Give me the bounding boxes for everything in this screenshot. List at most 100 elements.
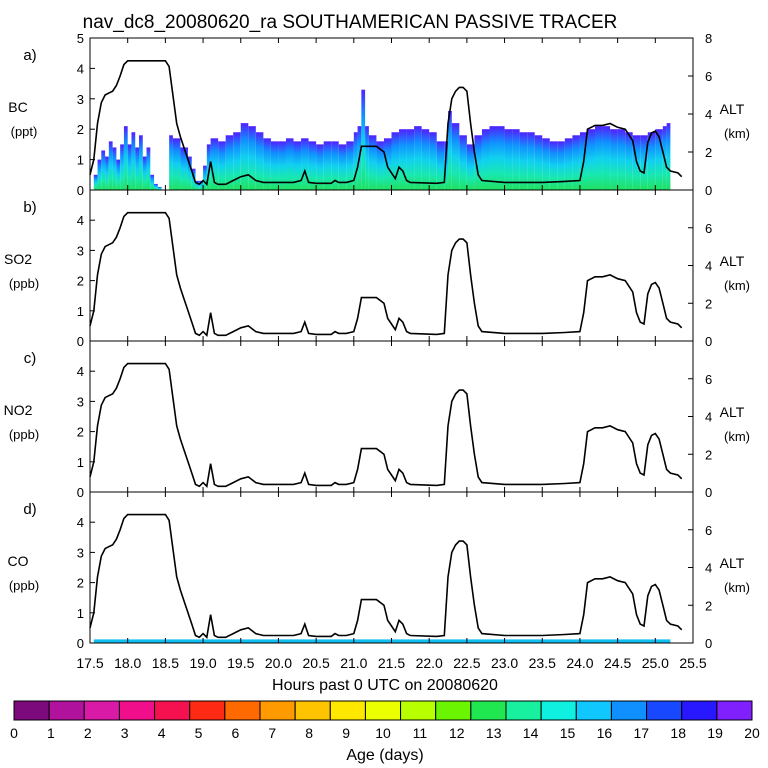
colorbar-swatch xyxy=(681,700,718,721)
tracer-bar xyxy=(308,141,317,190)
tracer-bar xyxy=(346,141,354,190)
y-tick-label: 2 xyxy=(77,425,84,440)
tracer-bar xyxy=(150,174,155,190)
colorbar-label: Age (days) xyxy=(346,747,423,764)
colorbar-tick-label: 6 xyxy=(232,725,240,741)
y-tick-label: 2 xyxy=(77,274,84,289)
colorbar-tick-label: 12 xyxy=(449,725,465,741)
tracer-bar xyxy=(146,147,151,190)
panel-label: b) xyxy=(23,199,36,216)
x-tick-label: 17.5 xyxy=(76,655,103,671)
tracer-bar xyxy=(666,123,671,190)
colorbar-swatch xyxy=(294,700,331,721)
colorbar: 0 1 2 3 4 5 6 7 8 9 10 11 12 13 14 15 16 17 18 19 20 xyxy=(10,700,760,741)
colorbar-tick-label: 2 xyxy=(84,725,92,741)
tracer-bar xyxy=(406,129,415,190)
tracer-bar xyxy=(195,180,200,190)
colorbar-swatch xyxy=(259,700,296,721)
tracer-bar xyxy=(293,141,302,190)
tracer-bar xyxy=(301,138,309,190)
tracer-bar xyxy=(270,141,279,190)
tracer-bar xyxy=(527,132,535,190)
tracer-bar xyxy=(191,168,196,190)
x-tick-label: 18.0 xyxy=(114,655,141,671)
x-axis-label: Hours past 0 UTC on 20080620 xyxy=(272,677,498,694)
altitude-line xyxy=(89,211,683,337)
tracer-bar xyxy=(542,138,550,190)
colorbar-tick-label: 16 xyxy=(597,725,613,741)
y-tick-label: 4 xyxy=(77,213,84,228)
y-tick-label: 3 xyxy=(77,394,84,409)
altitude-line xyxy=(89,60,683,186)
tracer-bar xyxy=(172,138,181,190)
colorbar-tick-label: 1 xyxy=(47,725,55,741)
tracer-bar xyxy=(116,159,121,190)
tracer-bar xyxy=(512,129,520,190)
y-tick-label: 1 xyxy=(77,304,84,319)
tracer-bar xyxy=(474,135,482,190)
y2-tick-label: 4 xyxy=(705,410,712,425)
y2-axis-unit: (km) xyxy=(724,126,750,141)
tracer-bar xyxy=(429,132,437,190)
colorbar-swatch xyxy=(646,700,683,721)
colorbar-tick-label: 9 xyxy=(342,725,350,741)
tracer-bar xyxy=(316,144,324,190)
tracer-bar xyxy=(391,132,400,190)
tracer-bar xyxy=(240,123,249,190)
tracer-bar xyxy=(481,129,490,190)
tracer-bar xyxy=(353,132,358,190)
x-tick-labels: 17.5 18.0 18.5 19.0 19.5 20.0 20.5 21.0 21.5 22.0… xyxy=(76,655,706,671)
tracer-bar xyxy=(361,89,366,190)
tracer-bar xyxy=(436,141,445,190)
colorbar-swatch xyxy=(610,700,648,721)
tracer-bar xyxy=(655,129,663,190)
tracer-bar xyxy=(101,150,106,190)
y-axis-unit: (ppb) xyxy=(9,276,39,291)
panels: 0 1 2 3 4 5 0 2 4 6 8 a) BC (ppt) ALT (km) 0 1 2 3 4 0 2 4 6 b) SO… xyxy=(4,31,750,651)
y-axis-label: BC xyxy=(8,99,27,115)
tracer-bar xyxy=(210,138,219,190)
x-tick-label: 19.5 xyxy=(227,655,254,671)
y2-tick-label: 0 xyxy=(705,183,712,198)
panel-label: c) xyxy=(24,350,37,367)
x-tick-label: 19.0 xyxy=(189,655,216,671)
tracer-bar xyxy=(376,141,384,190)
y-tick-label: 0 xyxy=(77,334,84,349)
colorbar-tick-label: 4 xyxy=(158,725,166,741)
tracer-bar xyxy=(135,147,139,190)
panel-frame xyxy=(89,340,694,493)
x-tick-label: 24.0 xyxy=(566,655,593,671)
tracer-bar xyxy=(218,141,226,190)
y-axis-unit: (ppb) xyxy=(9,427,39,442)
panel-frame xyxy=(89,491,694,644)
tracer-bar xyxy=(549,141,558,190)
tracer-bar xyxy=(248,126,256,190)
y2-axis-unit: (km) xyxy=(724,278,750,293)
panel-frame xyxy=(89,189,694,342)
tracer-bar xyxy=(154,183,158,190)
y2-axis-label: ALT xyxy=(720,101,745,117)
y-tick-label: 3 xyxy=(77,243,84,258)
tracer-bar xyxy=(131,132,136,190)
tracer-bar xyxy=(120,144,124,190)
y2-tick-label: 0 xyxy=(705,485,712,500)
tracer-bar xyxy=(112,147,117,190)
tracer-bar xyxy=(534,135,543,190)
y2-tick-label: 4 xyxy=(705,561,712,576)
altitude-line xyxy=(89,513,683,639)
tracer-bar xyxy=(93,174,98,190)
colorbar-swatch xyxy=(329,700,366,721)
tracer-bar xyxy=(448,110,452,190)
tracer-bar xyxy=(180,147,188,190)
y-tick-label: 0 xyxy=(77,636,84,651)
tracer-bar xyxy=(497,126,505,190)
tracer-bar xyxy=(365,126,369,190)
y2-tick-label: 0 xyxy=(705,334,712,349)
tracer-bar xyxy=(203,165,207,190)
y2-tick-label: 2 xyxy=(705,447,712,462)
tracer-bar xyxy=(278,141,286,190)
tracer-bar xyxy=(625,132,633,190)
colorbar-swatch xyxy=(83,700,120,721)
y-tick-label: 0 xyxy=(77,183,84,198)
